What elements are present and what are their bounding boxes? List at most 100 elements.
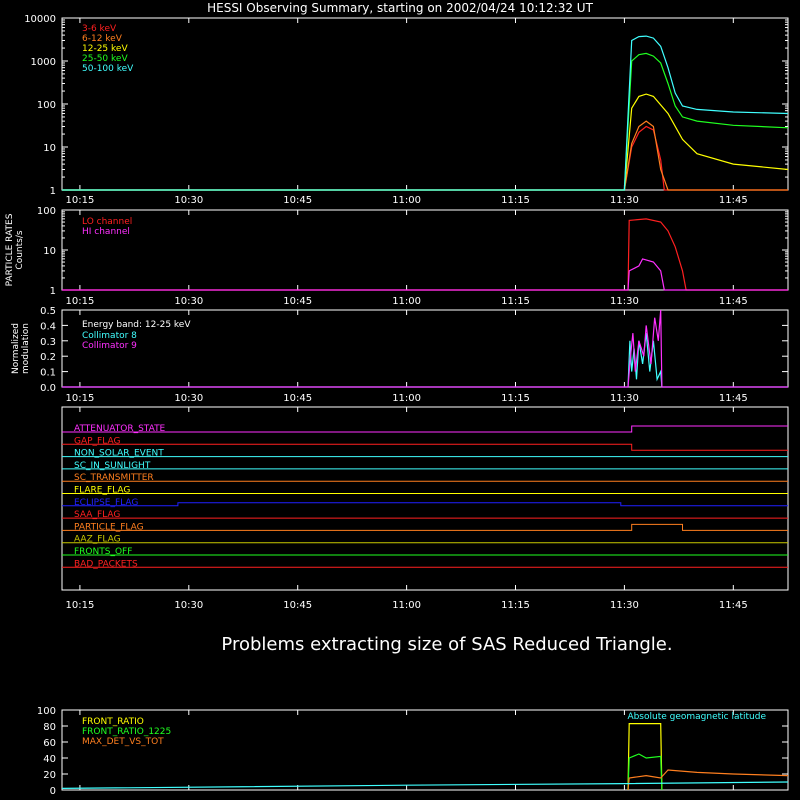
x-tick-label: 10:45: [283, 195, 312, 206]
x-tick-label: 11:15: [501, 600, 530, 611]
series-line-25-50-kev: [62, 52, 789, 191]
legend-entry: FRONT_RATIO: [82, 717, 144, 727]
y-tick-label: 20: [43, 770, 56, 781]
series-line-3-6-kev: [62, 125, 788, 191]
flag-line-particle-flag: [62, 523, 788, 531]
x-tick-label: 11:00: [392, 195, 421, 206]
legend-entry: 6-12 keV: [82, 34, 123, 44]
y-tick-label: 0.3: [40, 337, 56, 348]
x-tick-label: 11:00: [392, 600, 421, 611]
legend-entry: MAX_DET_VS_TOT: [82, 737, 164, 747]
x-tick-label: 10:45: [283, 296, 312, 307]
legend-entry: FRONT_RATIO_1225: [82, 727, 171, 737]
flag-label: BAD_PACKETS: [74, 559, 138, 569]
flag-label: ECLIPSE_FLAG: [74, 498, 138, 508]
x-tick-label: 11:30: [610, 600, 639, 611]
y-axis-label-line: modulation: [21, 323, 31, 374]
y-tick-label: 1000: [31, 57, 56, 68]
x-tick-label: 10:30: [174, 600, 203, 611]
x-tick-label: 10:30: [174, 195, 203, 206]
y-tick-label: 10: [43, 246, 56, 257]
y-tick-label: 100: [37, 100, 56, 111]
x-tick-label: 11:00: [392, 296, 421, 307]
x-tick-label: 11:00: [392, 393, 421, 404]
legend-entry: Collimator 9: [82, 341, 137, 351]
series-line-max-det-vs-tot: [627, 769, 789, 791]
flag-label: SAA_FLAG: [74, 510, 120, 520]
legend-entry: 3-6 keV: [82, 24, 117, 34]
flag-label: ATTENUATOR_STATE: [74, 424, 166, 434]
series-line-collimator-9: [62, 309, 788, 388]
y-axis-label: Normalizedmodulation: [11, 323, 31, 374]
status-message: Problems extracting size of SAS Reduced …: [221, 634, 672, 655]
flag-line-eclipse-flag: [62, 502, 788, 507]
y-tick-label: 1: [50, 186, 56, 197]
legend-entry: LO channel: [82, 217, 132, 227]
series-line-hi-channel: [62, 258, 788, 291]
y-tick-label: 0.4: [40, 321, 56, 332]
plot-frame: [61, 17, 789, 191]
legend-header: Energy band: 12-25 keV: [82, 320, 191, 330]
y-tick-label: 1: [50, 286, 56, 297]
x-tick-label: 11:45: [719, 393, 748, 404]
x-tick-label: 10:30: [174, 296, 203, 307]
chart-panels: 10:15 10:30 10:45 11:00 11:15 11:30 11:4511010…: [5, 14, 789, 797]
x-tick-label: 10:30: [174, 393, 203, 404]
x-tick-label: 11:45: [719, 600, 748, 611]
plot-title: HESSI Observing Summary, starting on 200…: [207, 1, 593, 15]
series-line-12-25-kev: [62, 93, 789, 191]
series-line-collimator-8: [62, 333, 788, 388]
plot-frame: [61, 406, 789, 591]
x-tick-label: 11:30: [610, 195, 639, 206]
y-tick-label: 0.1: [40, 368, 56, 379]
y-tick-label: 10000: [24, 14, 56, 25]
annotation: Absolute geomagnetic latitude: [627, 712, 766, 722]
x-tick-label: 10:45: [283, 393, 312, 404]
flag-label: NON_SOLAR_EVENT: [74, 449, 164, 459]
y-tick-label: 100: [37, 706, 56, 717]
y-tick-label: 0.0: [40, 383, 56, 394]
y-tick-label: 100: [37, 206, 56, 217]
flag-label: AAZ_FLAG: [74, 535, 121, 545]
x-tick-label: 10:15: [65, 296, 94, 307]
x-tick-label: 11:30: [610, 393, 639, 404]
y-tick-label: 0.2: [40, 352, 56, 363]
series-line-absolute-geomagnetic-latitude: [61, 781, 789, 789]
y-tick-label: 60: [43, 738, 56, 749]
legend-entry: Collimator 8: [82, 331, 137, 341]
y-tick-label: 40: [43, 754, 56, 765]
y-axis-label-line: Counts/s: [15, 230, 25, 269]
flag-label: FLARE_FLAG: [74, 486, 130, 496]
x-tick-label: 10:45: [283, 600, 312, 611]
y-tick-label: 10: [43, 143, 56, 154]
flag-label: PARTICLE_FLAG: [74, 522, 144, 532]
panel-flags: 10:15 10:30 10:45 11:00 11:15 11:30 11:45 ATTEN…: [61, 406, 789, 611]
series-line-lo-channel: [62, 218, 788, 291]
legend-entry: 25-50 keV: [82, 54, 128, 64]
flag-label: SC_TRANSMITTER: [74, 473, 154, 483]
x-tick-label: 11:15: [501, 296, 530, 307]
x-tick-label: 11:45: [719, 296, 748, 307]
x-tick-label: 10:15: [65, 195, 94, 206]
plot-frame: [61, 709, 789, 791]
flag-label: FRONTS_OFF: [74, 547, 132, 557]
panel-modulation: 10:15 10:30 10:45 11:00 11:15 11:30 11:45 0.0 0.…: [11, 306, 789, 404]
series-line-50-100-kev: [62, 35, 789, 191]
x-tick-label: 11:45: [719, 195, 748, 206]
panel-count-rates: 10:15 10:30 10:45 11:00 11:15 11:30 11:45 1 10 10…: [24, 14, 789, 206]
flag-label: SC_IN_SUNLIGHT: [74, 461, 151, 471]
series-line-6-12-kev: [62, 120, 788, 191]
panel-ratios: 0 20 40 60 80 100 FRONT_RATIOFRONT_RATIO_1225M…: [37, 706, 789, 797]
flag-line-attenuator-state: [62, 425, 788, 433]
y-tick-label: 0.5: [40, 306, 56, 317]
x-tick-label: 11:15: [501, 393, 530, 404]
x-tick-label: 11:30: [610, 296, 639, 307]
y-tick-label: 0: [50, 786, 56, 797]
y-tick-label: 80: [43, 722, 56, 733]
flag-line-gap-flag: [62, 443, 788, 451]
y-axis-label: PARTICLE RATESCounts/s: [5, 213, 25, 286]
series-line-front-ratio-1225: [627, 753, 663, 791]
y-axis-label-line: PARTICLE RATES: [5, 213, 15, 286]
plot-frame: [61, 209, 789, 291]
